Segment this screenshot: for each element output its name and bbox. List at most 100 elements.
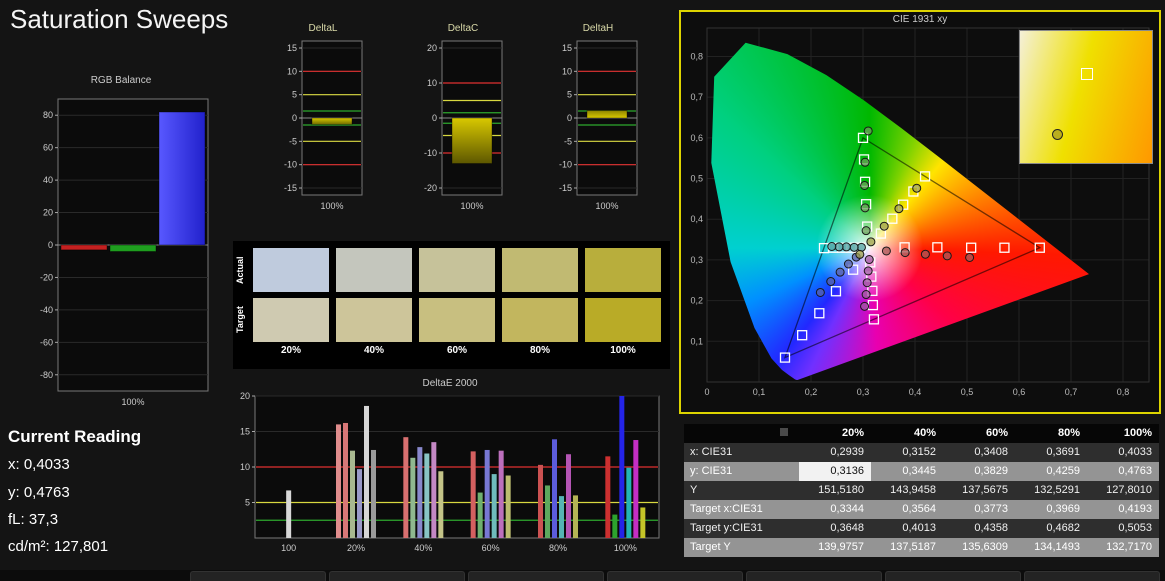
table-cell-r5c0[interactable]: 139,9757 xyxy=(818,541,864,553)
swatch-actual-60% xyxy=(419,248,495,292)
deltae-bar-20%-2 xyxy=(350,450,355,538)
swatch-col-label-40%: 40% xyxy=(363,345,384,356)
target-red-100 xyxy=(1034,242,1045,253)
table-cell-r5c4[interactable]: 132,7170 xyxy=(1106,541,1152,553)
deltae-title: DeltaE 2000 xyxy=(422,378,478,389)
table-cell-r1c4[interactable]: 0,4763 xyxy=(1118,465,1152,477)
measured-blue-40 xyxy=(843,259,853,269)
deltae-bar-100%-2 xyxy=(619,396,625,538)
deltae-bar-20%-5 xyxy=(371,449,376,538)
bottom-tab-0[interactable] xyxy=(190,571,326,581)
table-row: Target Y 139,9757 137,5187 135,6309 134,1493… xyxy=(684,538,1159,557)
svg-text:100%: 100% xyxy=(121,397,144,407)
bottom-tab-6[interactable] xyxy=(1024,571,1160,581)
table-cell-r4c4[interactable]: 0,5053 xyxy=(1118,522,1152,534)
swatch-actual-20% xyxy=(253,248,329,292)
deltaL-panel: DeltaL 15 10 5 0 -5 -10 -15 100% xyxy=(276,22,370,230)
deltae-bar-20%-3 xyxy=(357,469,362,538)
deltae-bar-40%-5 xyxy=(438,471,444,538)
bottom-tab-5[interactable] xyxy=(885,571,1021,581)
measured-yellow-80 xyxy=(894,204,904,214)
row-label-0: x: CIE31 xyxy=(690,446,733,458)
reading-cdm2: cd/m²: 127,801 xyxy=(8,538,109,555)
target-red-40 xyxy=(932,242,943,253)
table-cell-r0c0[interactable]: 0,2939 xyxy=(830,446,864,458)
table-cell-r3c4[interactable]: 0,4193 xyxy=(1118,503,1152,515)
table-cell-r5c1[interactable]: 137,5187 xyxy=(890,541,936,553)
table-cell-r4c1[interactable]: 0,4013 xyxy=(902,522,936,534)
svg-text:10: 10 xyxy=(287,66,297,76)
delta-bar xyxy=(586,110,628,119)
svg-text:0,7: 0,7 xyxy=(690,92,703,102)
svg-text:-20: -20 xyxy=(424,183,437,193)
deltae-bar-40%-4 xyxy=(431,442,437,538)
table-cell-r0c2[interactable]: 0,3408 xyxy=(974,446,1008,458)
deltaC-chart: 20 10 0 -10 -20 100% xyxy=(424,40,503,211)
deltaL-chart: 15 10 5 0 -5 -10 -15 100% xyxy=(284,40,363,211)
table-cell-r1c1[interactable]: 0,3445 xyxy=(902,465,936,477)
swatch-target-40% xyxy=(336,298,412,342)
deltae-panel: DeltaE 2000 20 15 10 5 100 20% 40% 60% 80% 100% xyxy=(233,377,667,567)
table-cell-r2c4[interactable]: 127,8010 xyxy=(1106,484,1152,496)
table-cell-r5c2[interactable]: 135,6309 xyxy=(962,541,1008,553)
cie-panel: CIE 1931 xy 0 0,1 0,2 0,3 0,4 0,5 0,6 0,7 0,8 0,1… xyxy=(679,10,1161,414)
deltae-bar-100-0 xyxy=(286,490,292,538)
swatch-col-label-100%: 100% xyxy=(610,345,636,356)
bottom-tab-4[interactable] xyxy=(746,571,882,581)
swatch-target-80% xyxy=(502,298,578,342)
measured-cyan-40 xyxy=(849,242,859,252)
reading-x: x: 0,4033 xyxy=(8,456,70,473)
bottom-tab-3[interactable] xyxy=(607,571,743,581)
table-cell-r2c1[interactable]: 143,9458 xyxy=(890,484,936,496)
bottom-tab-1[interactable] xyxy=(329,571,465,581)
table-cell-r4c2[interactable]: 0,4358 xyxy=(974,522,1008,534)
svg-text:-15: -15 xyxy=(559,183,572,193)
table-cell-r0c4[interactable]: 0,4033 xyxy=(1118,446,1152,458)
table-cell-r1c3[interactable]: 0,4259 xyxy=(1046,465,1080,477)
table-cell-r4c3[interactable]: 0,4682 xyxy=(1046,522,1080,534)
svg-text:-5: -5 xyxy=(564,136,572,146)
measured-red-20 xyxy=(881,246,891,256)
table-cell-r2c3[interactable]: 132,5291 xyxy=(1034,484,1080,496)
deltae-bar-20%-0 xyxy=(336,424,341,538)
rgb-bar-green xyxy=(109,244,157,252)
row-label-1: y: CIE31 xyxy=(690,465,733,477)
table-cell-r3c1[interactable]: 0,3564 xyxy=(902,503,936,515)
svg-text:100%: 100% xyxy=(595,201,618,211)
deltaH-chart: 15 10 5 0 -5 -10 -15 100% xyxy=(559,40,638,211)
measured-magenta-20 xyxy=(864,255,874,265)
table-cell-r3c0[interactable]: 0,3344 xyxy=(830,503,864,515)
table-corner xyxy=(684,424,799,443)
table-row: Target x:CIE31 0,3344 0,3564 0,3773 0,3969 0,… xyxy=(684,500,1159,519)
deltae-bar-20%-4 xyxy=(364,405,369,538)
row-label-2: Y xyxy=(690,484,698,496)
table-cell-r1c0[interactable]: 0,3136 xyxy=(799,462,871,481)
deltaH-title: DeltaH xyxy=(582,23,614,34)
row-label-5: Target Y xyxy=(690,541,731,553)
measured-red-60 xyxy=(920,249,930,259)
svg-text:0,2: 0,2 xyxy=(805,387,818,397)
deltae-bar-100%-1 xyxy=(612,514,618,538)
bottom-tab-2[interactable] xyxy=(468,571,604,581)
table-cell-r1c2[interactable]: 0,3829 xyxy=(974,465,1008,477)
measured-blue-80 xyxy=(826,276,836,286)
svg-text:-20: -20 xyxy=(40,272,53,282)
table-cell-r3c3[interactable]: 0,3969 xyxy=(1046,503,1080,515)
table-cell-r4c0[interactable]: 0,3648 xyxy=(830,522,864,534)
table-cell-r5c3[interactable]: 134,1493 xyxy=(1034,541,1080,553)
target-blue-80 xyxy=(797,330,808,341)
cie-title: CIE 1931 xy xyxy=(892,14,948,25)
svg-text:20: 20 xyxy=(43,208,53,218)
table-cell-r0c3[interactable]: 0,3691 xyxy=(1046,446,1080,458)
swatch-target-60% xyxy=(419,298,495,342)
svg-text:100%: 100% xyxy=(320,201,343,211)
table-cell-r2c2[interactable]: 137,5675 xyxy=(962,484,1008,496)
table-cell-r2c0[interactable]: 151,5180 xyxy=(818,484,864,496)
table-cell-r0c1[interactable]: 0,3152 xyxy=(902,446,936,458)
table-cell-r3c2[interactable]: 0,3773 xyxy=(974,503,1008,515)
measured-green-60 xyxy=(860,180,870,190)
svg-text:5: 5 xyxy=(292,90,297,100)
swatch-target-100% xyxy=(585,298,661,342)
deltae-bar-60%-0 xyxy=(470,451,476,538)
